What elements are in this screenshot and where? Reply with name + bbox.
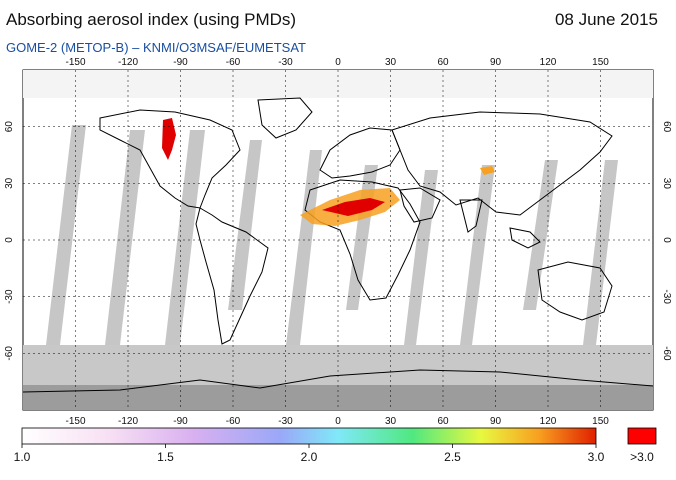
longitude-labels-bottom: -150 -120 -90 -60 -30 0 30 60 90 120 150 (65, 416, 609, 427)
lon-tick-label: -150 (65, 57, 85, 68)
colorbar-label: 2.0 (301, 450, 318, 464)
lon-tick-label: -120 (118, 57, 138, 68)
lon-tick-label: 150 (592, 416, 609, 427)
colorbar-label: 2.5 (444, 450, 461, 464)
lon-tick-label: 0 (335, 57, 341, 68)
lat-tick-label: 30 (4, 177, 15, 189)
lon-tick-label: -60 (226, 416, 241, 427)
colorbar-label: 3.0 (588, 450, 605, 464)
asia-plume (480, 166, 495, 175)
lat-tick-label-right: 60 (661, 121, 672, 133)
north-high-lat-band (23, 70, 653, 98)
lat-tick-label-right: 0 (661, 237, 672, 243)
colorbar-gradient (21, 427, 597, 445)
lon-tick-label: -30 (278, 57, 293, 68)
lat-tick-label-right: 30 (661, 178, 672, 190)
colorbar-over-label: >3.0 (630, 450, 654, 464)
lat-tick-label: -60 (4, 346, 15, 361)
coastlines (23, 97, 653, 393)
lon-tick-label: -120 (118, 416, 138, 427)
lat-tick-label-right: -30 (661, 289, 672, 304)
lon-tick-label: -90 (173, 416, 188, 427)
lon-tick-label: 90 (490, 57, 502, 68)
canada-smoke-plume (162, 118, 176, 160)
lon-tick-label: 30 (385, 416, 397, 427)
lat-tick-label: 0 (4, 237, 15, 243)
lat-tick-label: 60 (4, 121, 15, 133)
lon-tick-label: -30 (278, 416, 293, 427)
latitude-labels-left: 60 30 0 -30 -60 (4, 121, 15, 361)
colorbar-label: 1.0 (14, 450, 31, 464)
lon-tick-label: -60 (226, 57, 241, 68)
map-title: Absorbing aerosol index (using PMDs) (6, 10, 297, 29)
lon-tick-label: 60 (437, 57, 449, 68)
lon-tick-label: 90 (490, 416, 502, 427)
swath-gaps (46, 125, 618, 345)
lon-tick-label: 60 (437, 416, 449, 427)
lon-tick-label: 120 (540, 57, 557, 68)
lon-tick-label: -90 (173, 57, 188, 68)
longitude-labels-top: -150 -120 -90 -60 -30 0 30 60 90 120 150 (65, 57, 609, 68)
map-date: 08 June 2015 (554, 10, 658, 29)
lon-tick-label: -150 (65, 416, 85, 427)
colorbar-over-box (627, 427, 657, 445)
lon-tick-label: 30 (385, 57, 397, 68)
colorbar-label: 1.5 (157, 450, 174, 464)
colorbar-labels: 1.0 1.5 2.0 2.5 3.0 >3.0 (14, 444, 654, 464)
lon-tick-label: 150 (592, 57, 609, 68)
lat-tick-label: -30 (4, 289, 15, 304)
map-subtitle: GOME-2 (METOP-B) – KNMI/O3MSAF/EUMETSAT (6, 40, 306, 55)
lon-tick-label: 0 (335, 416, 341, 427)
lat-tick-label-right: -60 (661, 346, 672, 361)
lon-tick-label: 120 (540, 416, 557, 427)
lat-lon-grid (23, 70, 653, 410)
latitude-labels-right: 60 30 0 -30 -60 (661, 121, 672, 361)
